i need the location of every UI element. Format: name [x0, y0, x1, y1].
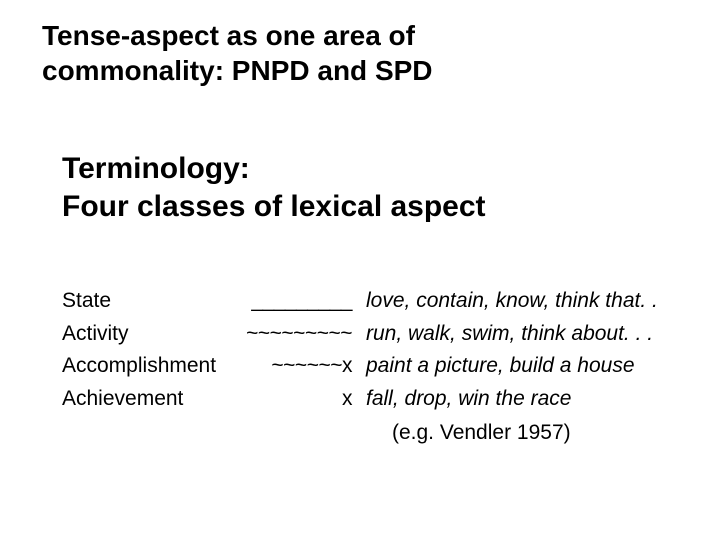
aspect-row: State _________ love, contain, know, thi…: [62, 285, 682, 318]
slide: Tense-aspect as one area of commonality:…: [0, 0, 720, 540]
aspect-label: Activity: [62, 318, 232, 351]
citation: (e.g. Vendler 1957): [62, 417, 682, 450]
title-line-2: commonality: PNPD and SPD: [42, 55, 433, 86]
aspect-examples: love, contain, know, think that. .: [366, 285, 682, 318]
aspect-symbol: x: [232, 383, 366, 416]
title-line-1: Tense-aspect as one area of: [42, 20, 415, 51]
aspect-row: Achievement x fall, drop, win the race: [62, 383, 682, 416]
slide-subtitle: Terminology: Four classes of lexical asp…: [62, 150, 662, 225]
aspect-examples: fall, drop, win the race: [366, 383, 682, 416]
aspect-examples: paint a picture, build a house: [366, 350, 682, 383]
aspect-label: Accomplishment: [62, 350, 232, 383]
aspect-label: Achievement: [62, 383, 232, 416]
subtitle-line-2: Four classes of lexical aspect: [62, 190, 486, 223]
aspect-symbol: _________: [232, 285, 366, 318]
aspect-row: Accomplishment ~~~~~~x paint a picture, …: [62, 350, 682, 383]
aspect-label: State: [62, 285, 232, 318]
aspect-row: Activity ~~~~~~~~~ run, walk, swim, thin…: [62, 318, 682, 351]
aspect-symbol: ~~~~~~x: [232, 350, 366, 383]
aspect-symbol: ~~~~~~~~~: [232, 318, 366, 351]
aspect-list: State _________ love, contain, know, thi…: [62, 285, 682, 450]
aspect-examples: run, walk, swim, think about. . .: [366, 318, 682, 351]
slide-title: Tense-aspect as one area of commonality:…: [42, 18, 662, 88]
subtitle-line-1: Terminology:: [62, 152, 250, 185]
